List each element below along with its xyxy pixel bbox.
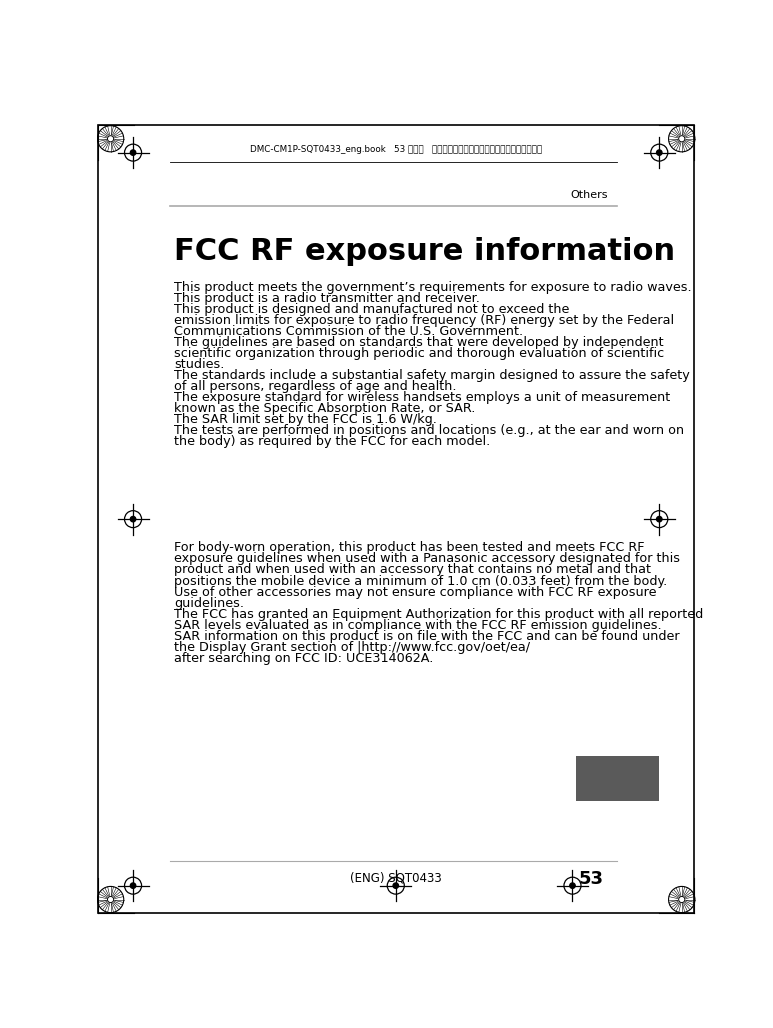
Circle shape	[570, 883, 575, 888]
Circle shape	[679, 136, 685, 142]
Text: FCC RF exposure information: FCC RF exposure information	[174, 237, 676, 266]
Text: (ENG) SQT0433: (ENG) SQT0433	[350, 872, 441, 885]
Text: the body) as required by the FCC for each model.: the body) as required by the FCC for eac…	[174, 436, 490, 448]
Text: known as the Specific Absorption Rate, or SAR.: known as the Specific Absorption Rate, o…	[174, 402, 475, 415]
Text: Communications Commission of the U.S. Government.: Communications Commission of the U.S. Go…	[174, 325, 523, 338]
Text: The FCC has granted an Equipment Authorization for this product with all reporte: The FCC has granted an Equipment Authori…	[174, 608, 703, 621]
Text: after searching on FCC ID: UCE314062A.: after searching on FCC ID: UCE314062A.	[174, 652, 434, 664]
Text: This product is designed and manufactured not to exceed the: This product is designed and manufacture…	[174, 303, 570, 317]
Text: 53: 53	[578, 871, 604, 888]
Text: SAR information on this product is on file with the FCC and can be found under: SAR information on this product is on fi…	[174, 629, 679, 642]
Text: scientific organization through periodic and thorough evaluation of scientific: scientific organization through periodic…	[174, 347, 664, 360]
Text: For body-worn operation, this product has been tested and meets FCC RF: For body-worn operation, this product ha…	[174, 542, 645, 554]
Circle shape	[656, 150, 662, 155]
Text: The tests are performed in positions and locations (e.g., at the ear and worn on: The tests are performed in positions and…	[174, 425, 684, 437]
Text: DMC-CM1P-SQT0433_eng.book   53 ページ   ２０１５年３月６日　金曜日　午後１時３５分: DMC-CM1P-SQT0433_eng.book 53 ページ ２０１５年３月…	[250, 145, 542, 154]
Text: guidelines.: guidelines.	[174, 596, 244, 610]
Text: exposure guidelines when used with a Panasonic accessory designated for this: exposure guidelines when used with a Pan…	[174, 552, 680, 565]
Text: product and when used with an accessory that contains no metal and that: product and when used with an accessory …	[174, 563, 651, 577]
Text: emission limits for exposure to radio frequency (RF) energy set by the Federal: emission limits for exposure to radio fr…	[174, 315, 674, 327]
Circle shape	[393, 883, 399, 888]
Circle shape	[656, 516, 662, 522]
Bar	[576, 757, 659, 801]
Text: Use of other accessories may not ensure compliance with FCC RF exposure: Use of other accessories may not ensure …	[174, 586, 656, 598]
Text: The guidelines are based on standards that were developed by independent: The guidelines are based on standards th…	[174, 336, 664, 350]
Circle shape	[107, 896, 114, 903]
Circle shape	[679, 896, 685, 903]
Text: The standards include a substantial safety margin designed to assure the safety: The standards include a substantial safe…	[174, 369, 690, 382]
Text: The SAR limit set by the FCC is 1.6 W/kg.: The SAR limit set by the FCC is 1.6 W/kg…	[174, 413, 437, 427]
Circle shape	[131, 150, 136, 155]
Text: positions the mobile device a minimum of 1.0 cm (0.033 feet) from the body.: positions the mobile device a minimum of…	[174, 575, 667, 588]
Circle shape	[131, 883, 136, 888]
Text: the Display Grant section of |http://www.fcc.gov/oet/ea/: the Display Grant section of |http://www…	[174, 640, 530, 654]
Text: Others: Others	[570, 190, 608, 200]
Circle shape	[107, 136, 114, 142]
Circle shape	[131, 516, 136, 522]
Text: The exposure standard for wireless handsets employs a unit of measurement: The exposure standard for wireless hands…	[174, 392, 670, 404]
Text: This product meets the government’s requirements for exposure to radio waves.: This product meets the government’s requ…	[174, 282, 692, 294]
Text: SAR levels evaluated as in compliance with the FCC RF emission guidelines.: SAR levels evaluated as in compliance wi…	[174, 619, 662, 631]
Text: studies.: studies.	[174, 359, 224, 371]
Text: of all persons, regardless of age and health.: of all persons, regardless of age and he…	[174, 380, 457, 394]
Text: This product is a radio transmitter and receiver.: This product is a radio transmitter and …	[174, 292, 480, 305]
